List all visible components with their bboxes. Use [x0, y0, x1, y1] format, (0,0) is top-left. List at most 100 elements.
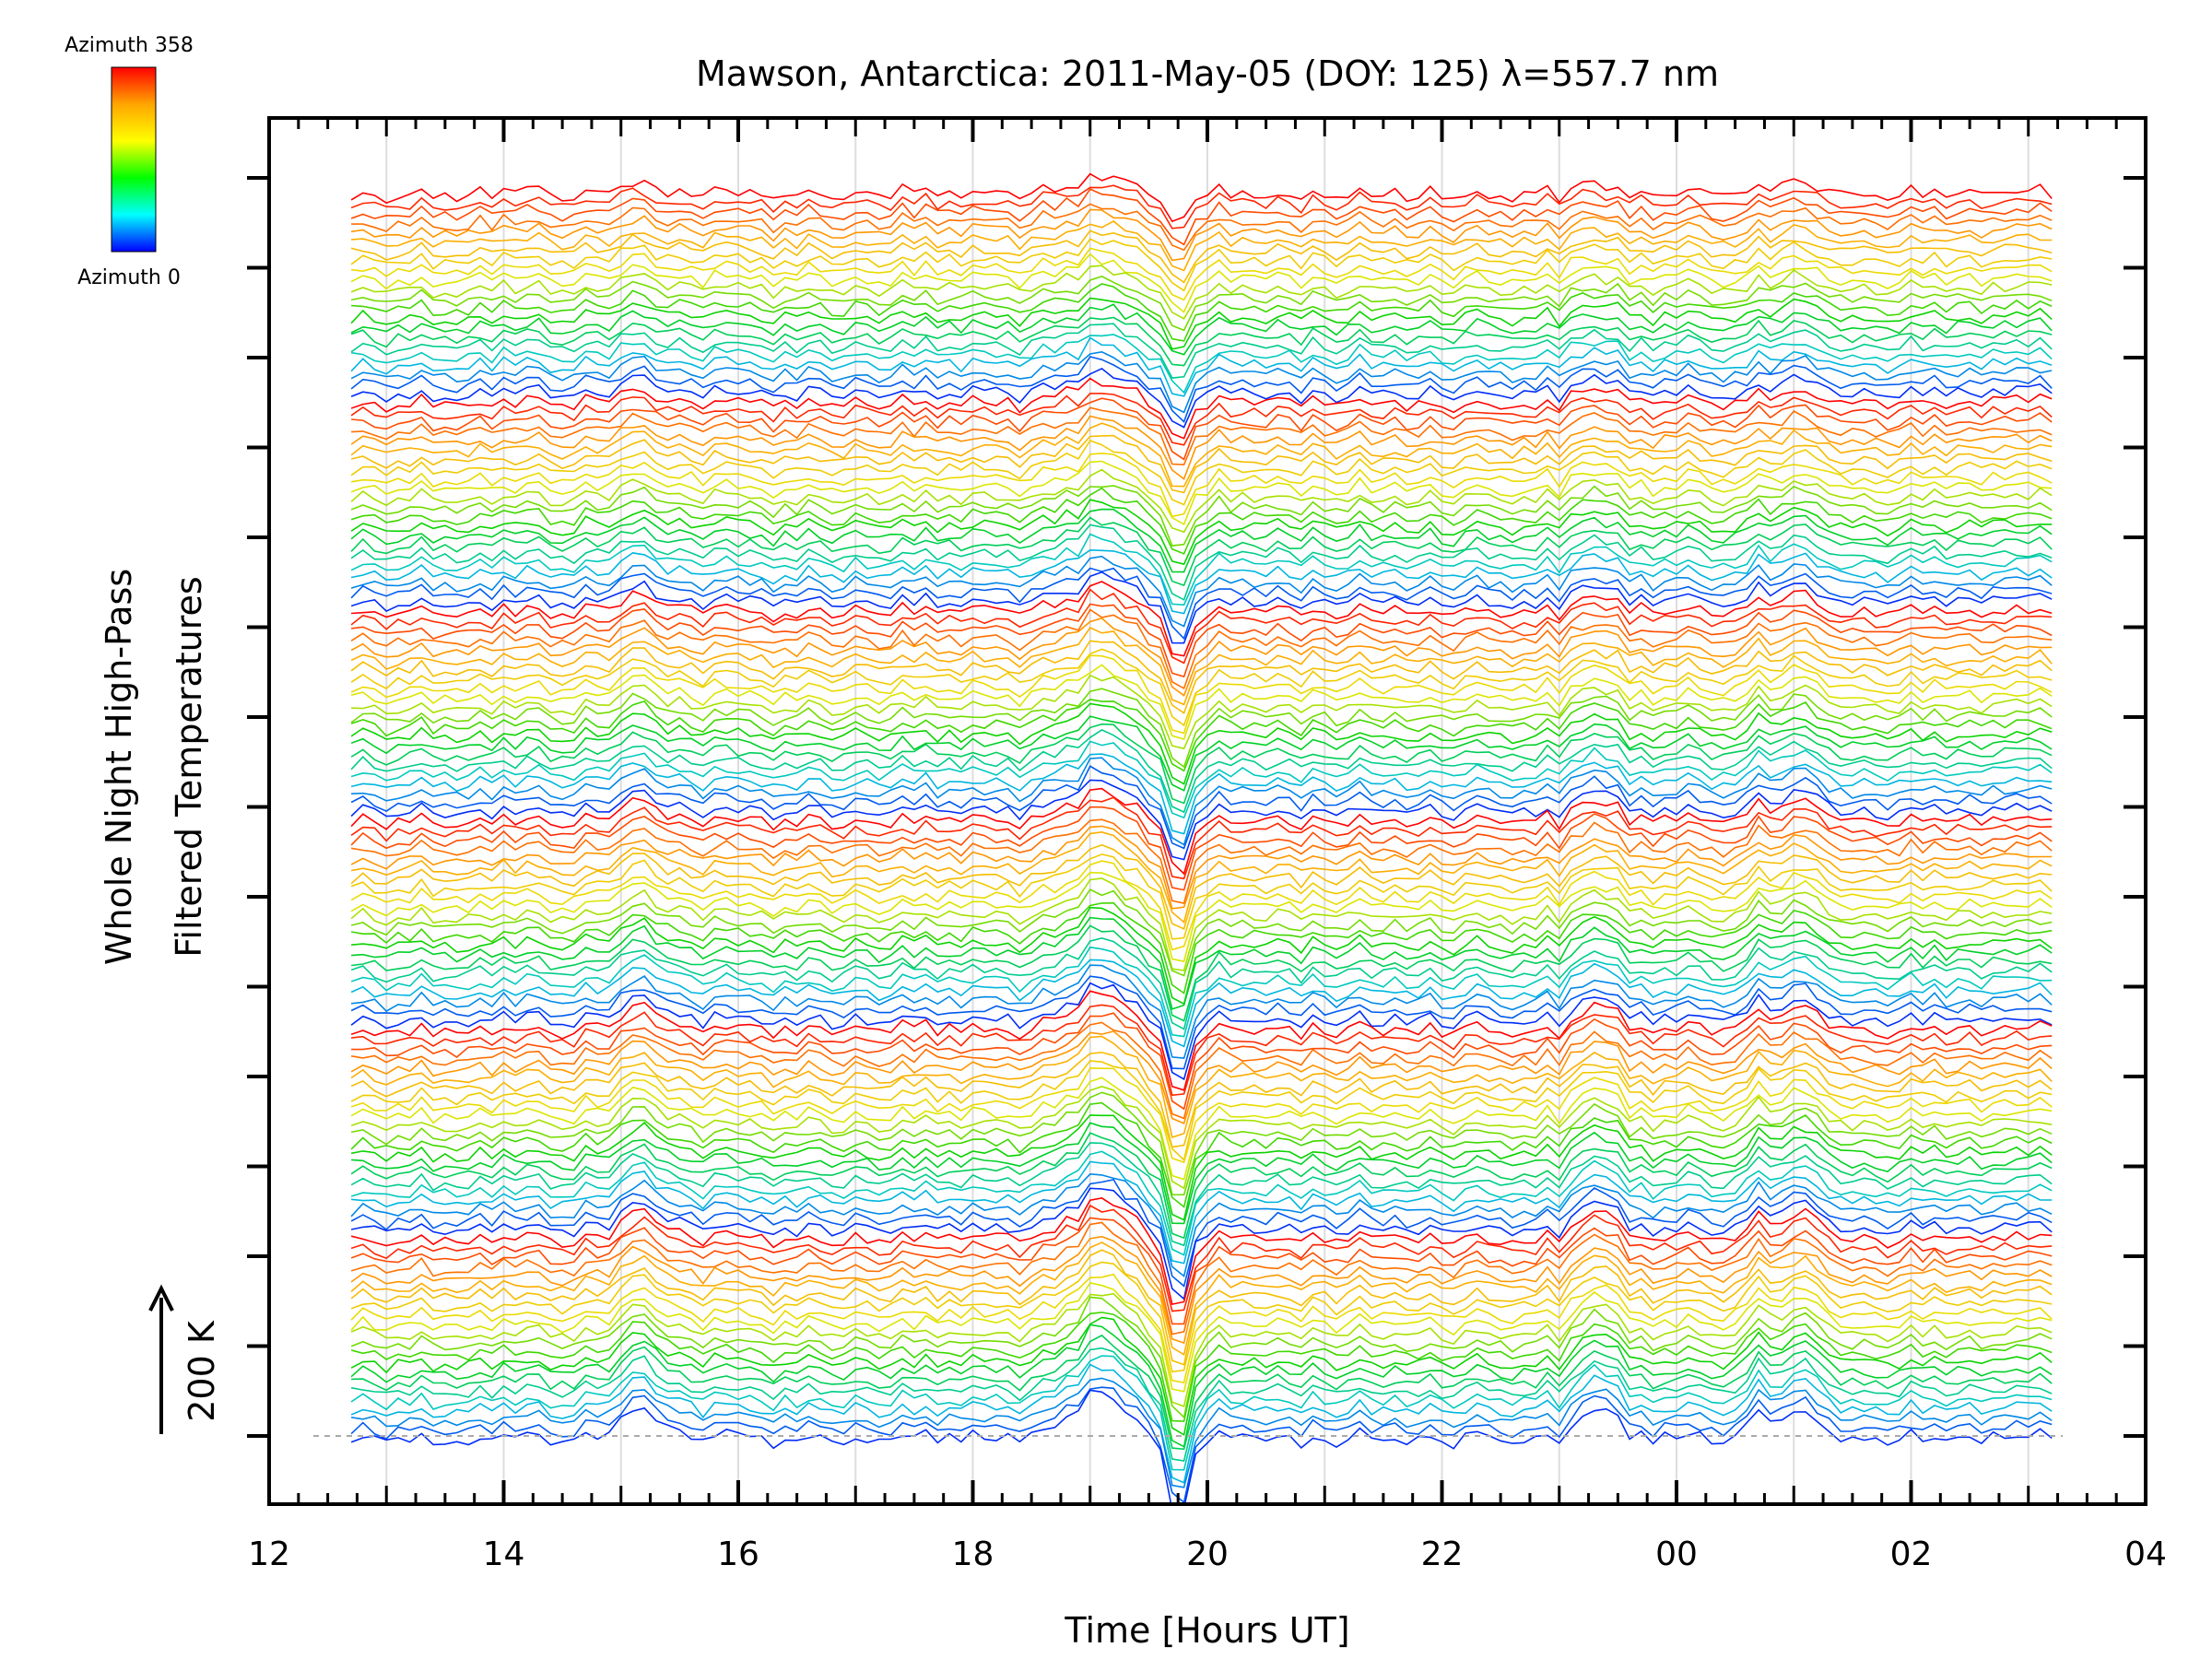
series-line [350, 468, 2053, 534]
series-line [350, 516, 2053, 587]
x-tick-label: 04 [2124, 1535, 2167, 1573]
series-line [350, 1150, 2053, 1256]
series-line [350, 1142, 2053, 1247]
y-axis-label-line2: Filtered Temperatures [169, 576, 209, 957]
ticks [247, 118, 2147, 1504]
series-line [350, 1355, 2053, 1471]
series-line [350, 640, 2053, 714]
scale-bar-label: 200 K [182, 1320, 222, 1422]
series-line [350, 1261, 2053, 1373]
series-line [350, 440, 2053, 506]
series-line [350, 172, 2053, 223]
series-line [350, 1363, 2053, 1484]
series-line [350, 367, 2053, 429]
series-line [350, 1249, 2053, 1366]
series-line [350, 377, 2053, 440]
series-line [351, 1160, 2053, 1265]
series-line [350, 1312, 2053, 1422]
x-tick-label: 02 [1890, 1535, 1933, 1573]
series-line [350, 316, 2053, 367]
series-line [351, 581, 2053, 657]
x-axis-label: Time [Hours UT] [1064, 1610, 1349, 1651]
series-line [351, 406, 2053, 466]
colorbar [111, 66, 157, 253]
series-line [350, 499, 2053, 566]
series-line [350, 1347, 2053, 1463]
series-line [350, 1386, 2053, 1504]
series-line [350, 699, 2053, 772]
x-tick-label: 18 [952, 1535, 994, 1573]
series-line [351, 916, 2053, 1010]
series-line [350, 765, 2053, 850]
series-line [350, 888, 2053, 977]
series-line [350, 787, 2053, 876]
series-line [350, 1052, 2053, 1148]
series-line [350, 1132, 2053, 1240]
series-line [350, 1021, 2053, 1120]
series-line [350, 982, 2053, 1081]
series-line [350, 336, 2053, 397]
series-line [350, 588, 2053, 665]
series-line [350, 1316, 2053, 1437]
series-line [350, 1035, 2053, 1139]
colorbar-top-label: Azimuth 358 [65, 34, 194, 57]
series-line [350, 871, 2053, 963]
series-line [350, 901, 2053, 994]
series-line [350, 1217, 2053, 1325]
series-line [351, 220, 2053, 272]
series-line [350, 1060, 2053, 1162]
series-line [350, 825, 2053, 910]
series-line [350, 567, 2053, 641]
series-line [350, 524, 2053, 601]
series-line [350, 1030, 2053, 1124]
series-line [350, 548, 2053, 615]
series-line [350, 959, 2053, 1048]
series-line [351, 1012, 2053, 1111]
series-line [350, 422, 2053, 488]
series-line [350, 1241, 2053, 1357]
x-tick-label: 22 [1421, 1535, 1464, 1573]
series-line [350, 806, 2053, 891]
x-tick-label: 00 [1655, 1535, 1698, 1573]
tick-labels: 12 14 16 18 20 22 00 02 04 [248, 1535, 2167, 1573]
series-line [350, 1324, 2053, 1448]
series-line [350, 860, 2053, 951]
series-line [350, 303, 2053, 356]
series-line [350, 723, 2053, 805]
series-line [351, 757, 2053, 846]
series-line [350, 208, 2053, 262]
series-line [350, 740, 2053, 819]
series-line [350, 460, 2053, 526]
series-line [350, 1204, 2053, 1312]
series-line [351, 1334, 2053, 1451]
series-line [350, 648, 2053, 727]
series-line [350, 1077, 2053, 1181]
series-line [350, 975, 2053, 1070]
series-line [350, 626, 2053, 706]
series-line [350, 728, 2053, 814]
series-line [350, 1114, 2053, 1221]
y-axis-label-line1: Whole Night High-Pass [99, 569, 139, 965]
series-line [350, 654, 2053, 735]
series-line [350, 508, 2053, 573]
series-line [350, 1179, 2053, 1288]
series-line [351, 247, 2053, 301]
series-group [350, 172, 2053, 1504]
series-line [350, 830, 2053, 924]
scale-bar-arrow-icon [148, 1284, 174, 1312]
series-line [350, 990, 2053, 1091]
series-line [350, 608, 2053, 690]
series-line [351, 397, 2053, 461]
series-line [351, 1004, 2053, 1097]
series-line [350, 843, 2053, 931]
series-line [350, 715, 2053, 792]
series-line [350, 1292, 2053, 1407]
series-line [351, 964, 2053, 1059]
series-line [351, 283, 2053, 342]
series-line [350, 453, 2053, 518]
colorbar-bottom-label: Azimuth 0 [77, 266, 181, 289]
series-line [350, 796, 2053, 880]
series-line [350, 853, 2053, 940]
x-tick-label: 14 [483, 1535, 525, 1573]
